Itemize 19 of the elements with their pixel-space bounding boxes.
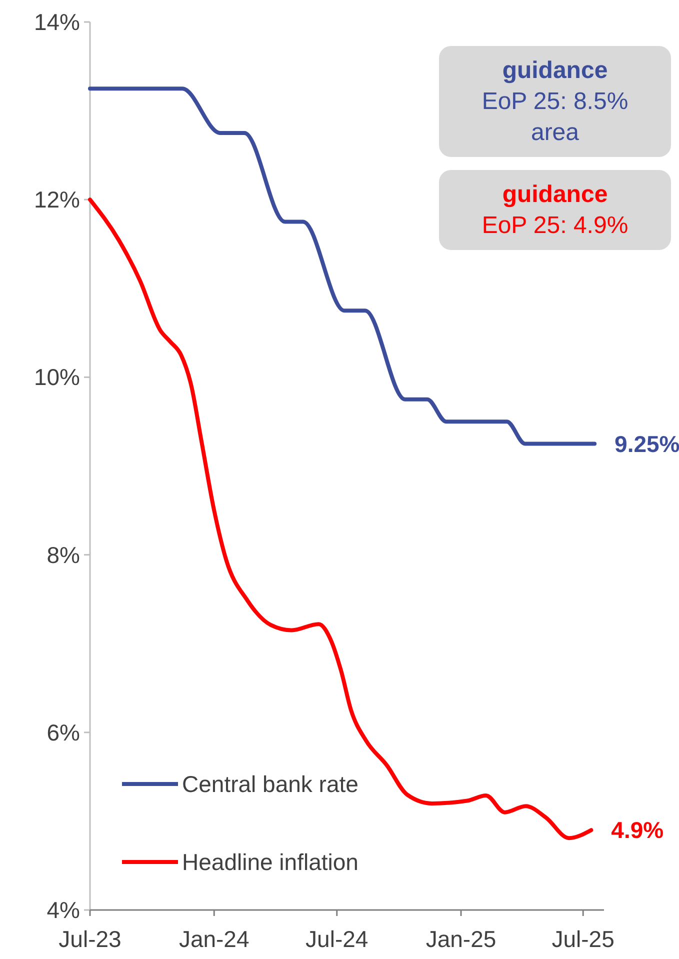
x-tick-label: Jul-23 [58, 926, 122, 952]
y-tick-label: 10% [34, 364, 80, 390]
x-tick-label: Jan-24 [178, 926, 250, 952]
callout-box: guidance EoP 25: 4.9% [439, 170, 671, 250]
annotation: guidance EoP 25: 4.9% [482, 181, 628, 239]
x-tick-label: Jul-24 [306, 926, 368, 952]
y-tick-label: 4% [46, 897, 80, 923]
x-tick-label: Jul-25 [552, 926, 614, 952]
annotation: 4.9% [611, 817, 664, 844]
legend-label: Headline inflation [182, 849, 358, 875]
y-tick-label: 8% [46, 542, 80, 568]
y-tick-label: 14% [34, 9, 80, 35]
x-tick-label: Jan-25 [426, 926, 496, 952]
callout-box: guidance EoP 25: 8.5% area [439, 46, 671, 157]
y-tick-label: 12% [34, 186, 80, 213]
y-tick-label: 6% [46, 719, 80, 746]
legend-label: Central bank rate [182, 771, 358, 797]
annotation: guidance EoP 25: 8.5% area [482, 57, 628, 146]
annotation: 9.25% [614, 430, 679, 457]
